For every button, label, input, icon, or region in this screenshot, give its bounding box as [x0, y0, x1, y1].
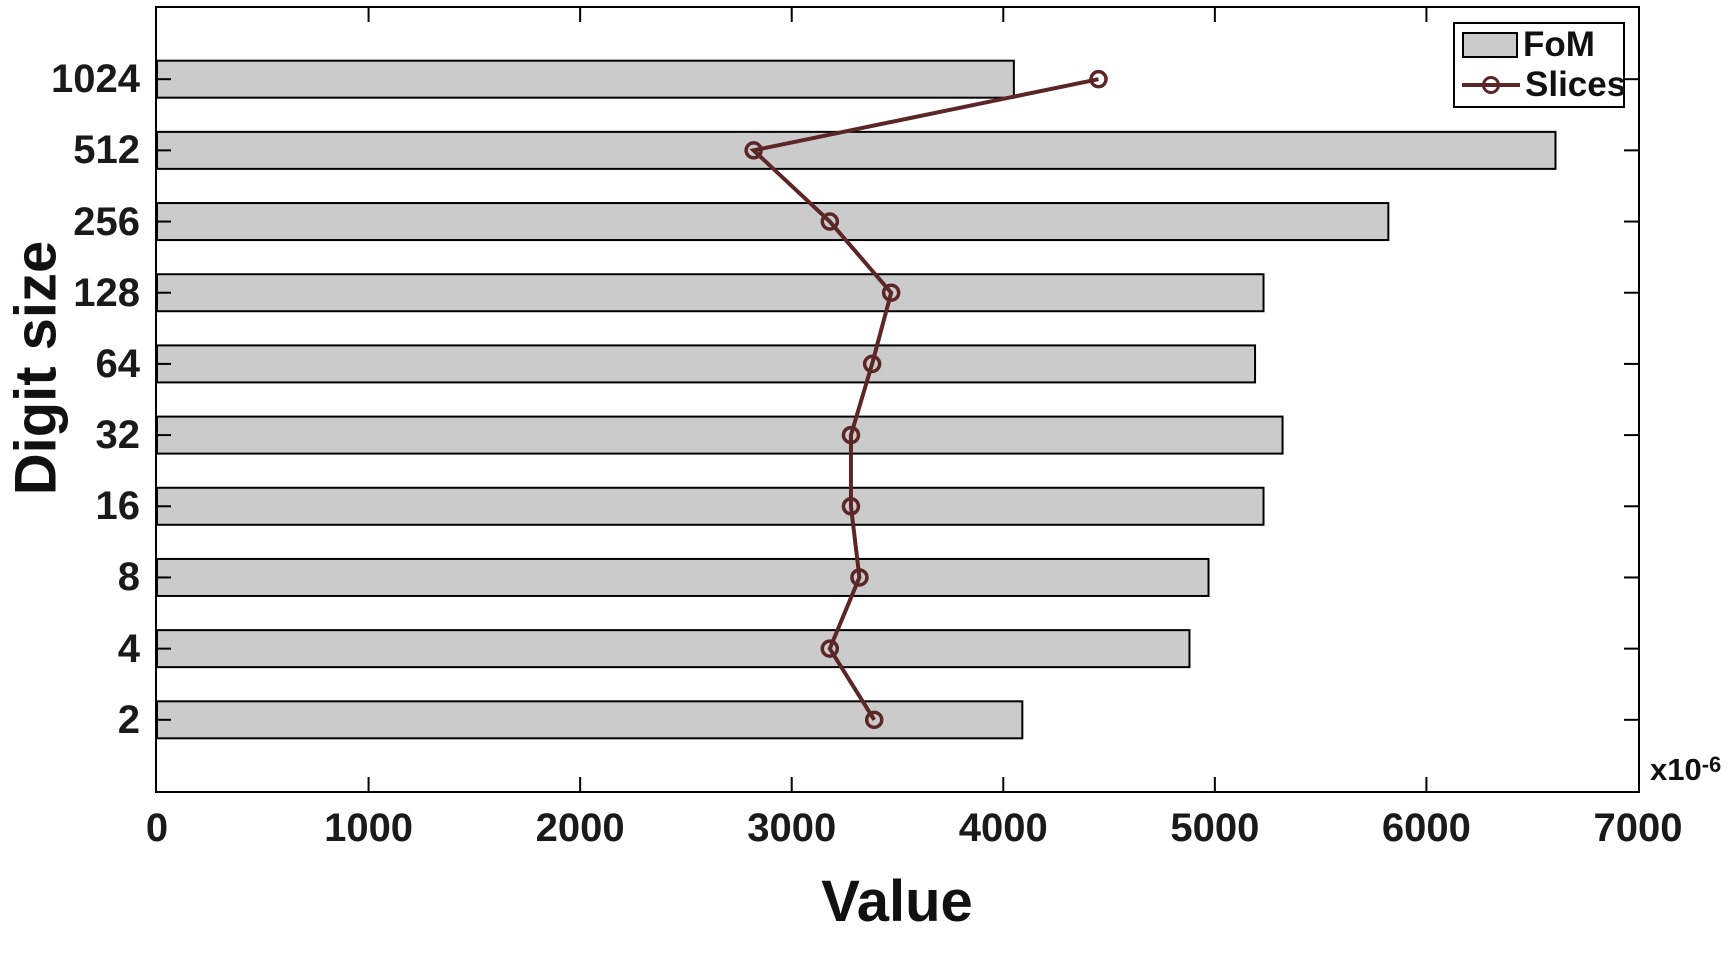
y-tick-label-128: 128 — [73, 270, 140, 315]
slices-marker-4 — [820, 639, 840, 658]
legend-slices-label: Slices — [1525, 65, 1627, 104]
y-tick-label-4: 4 — [117, 626, 140, 671]
y-tick-label-8: 8 — [117, 555, 140, 600]
slices-marker-16 — [841, 497, 861, 516]
y-tick-label-2: 2 — [117, 697, 140, 742]
legend-fom-swatch — [1462, 32, 1518, 58]
slices-marker-512 — [744, 141, 763, 160]
x-tick-label-5000: 5000 — [1170, 806, 1260, 850]
x-tick-label-0: 0 — [145, 806, 169, 850]
x-axis-title: Value — [821, 869, 973, 934]
slices-line — [749, 77, 1099, 721]
plot-area: FoM Slices — [155, 6, 1640, 793]
bar-fom-64 — [157, 344, 1257, 384]
bar-fom-16 — [157, 486, 1265, 526]
x-tick-label-3000: 3000 — [747, 806, 837, 850]
bar-fom-256 — [157, 202, 1390, 242]
multiplier-exponent: -6 — [1701, 752, 1722, 777]
x-tick-label-6000: 6000 — [1381, 806, 1471, 850]
legend-entry-fom: FoM — [1455, 26, 1623, 64]
bar-fom-128 — [157, 273, 1265, 313]
x-tick-label-2000: 2000 — [535, 806, 625, 850]
legend-circle-marker-icon — [1482, 76, 1500, 94]
multiplier-base: x10 — [1650, 752, 1702, 787]
bar-fom-32 — [157, 415, 1284, 455]
bar-fom-2 — [157, 700, 1024, 740]
y-tick-label-1024: 1024 — [51, 57, 140, 102]
x-tick-label-4000: 4000 — [958, 806, 1048, 850]
legend-entry-slices: Slices — [1455, 65, 1627, 104]
y-tick-label-64: 64 — [95, 341, 141, 386]
legend-fom-label: FoM — [1523, 25, 1595, 64]
y-tick-label-512: 512 — [73, 128, 140, 173]
slices-marker-32 — [841, 425, 861, 445]
y-tick-label-16: 16 — [95, 484, 141, 529]
slices-marker-8 — [850, 568, 869, 587]
slices-marker-2 — [864, 710, 884, 730]
slices-marker-256 — [820, 212, 840, 231]
slices-marker-1024 — [1089, 69, 1108, 89]
x-tick-label-7000: 7000 — [1593, 806, 1683, 850]
legend: FoM Slices — [1453, 22, 1627, 108]
slices-marker-128 — [881, 283, 901, 302]
legend-slices-swatch — [1462, 72, 1520, 98]
bar-fom-512 — [157, 130, 1557, 170]
y-tick-label-32: 32 — [95, 413, 141, 458]
x-tick-label-1000: 1000 — [324, 806, 414, 850]
bar-fom-8 — [157, 557, 1210, 597]
axis-multiplier-label: x10-6 — [1650, 752, 1721, 788]
slices-marker-64 — [862, 354, 882, 374]
y-tick-label-256: 256 — [73, 199, 140, 244]
bar-fom-1024 — [157, 59, 1015, 99]
plot-canvas — [157, 8, 1638, 791]
bar-fom-4 — [157, 629, 1191, 669]
